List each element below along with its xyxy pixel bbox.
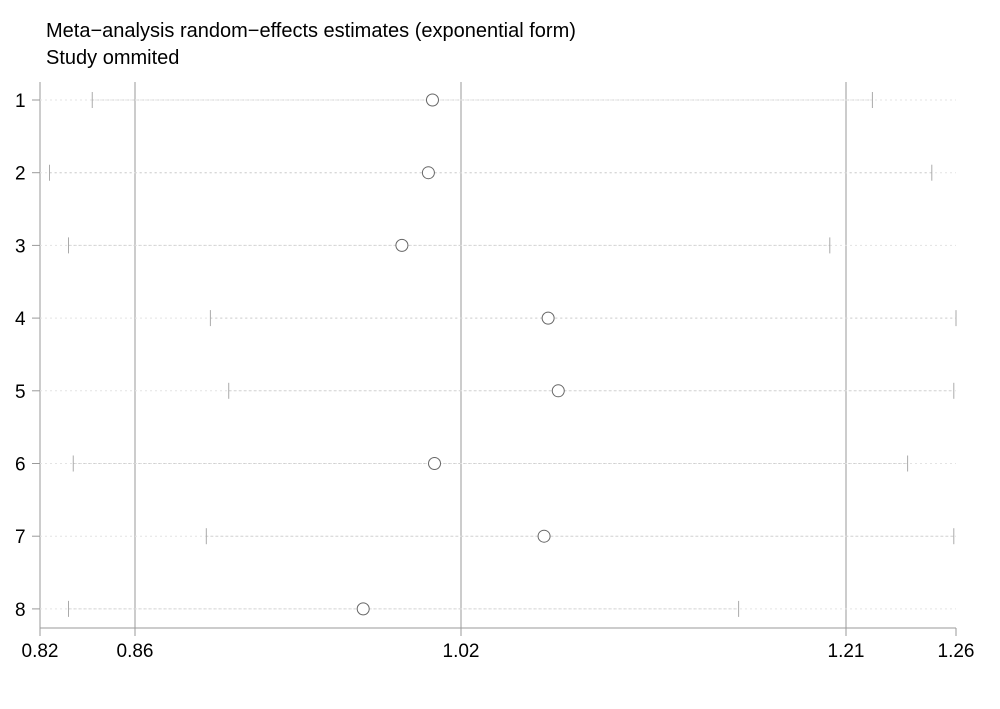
- study-label-2: 3: [15, 236, 26, 257]
- estimate-point-1: [421, 166, 435, 180]
- estimate-point-3: [541, 311, 555, 325]
- study-label-4: 5: [15, 382, 26, 403]
- estimate-point-7: [356, 602, 370, 616]
- x-tick-label-3: 1.21: [828, 641, 865, 662]
- x-tick-label-2: 1.02: [443, 641, 480, 662]
- estimate-point-6: [537, 529, 551, 543]
- study-label-6: 7: [15, 527, 26, 548]
- study-label-0: 1: [15, 91, 26, 112]
- chart-title-block: Meta−analysis random−effects estimates (…: [46, 18, 576, 72]
- study-label-5: 6: [15, 455, 26, 476]
- study-label-7: 8: [15, 600, 26, 621]
- estimate-point-2: [395, 238, 409, 252]
- study-label-1: 2: [15, 164, 26, 185]
- study-label-3: 4: [15, 309, 26, 330]
- estimate-point-5: [428, 457, 442, 470]
- chart-subtitle: Study ommited: [46, 47, 180, 69]
- chart-title: Meta−analysis random−effects estimates (…: [46, 20, 576, 42]
- estimate-point-0: [425, 93, 439, 107]
- x-tick-label-1: 0.86: [117, 641, 154, 662]
- estimate-point-4: [551, 384, 565, 398]
- x-tick-label-4: 1.26: [938, 641, 975, 662]
- x-tick-label-0: 0.82: [22, 641, 59, 662]
